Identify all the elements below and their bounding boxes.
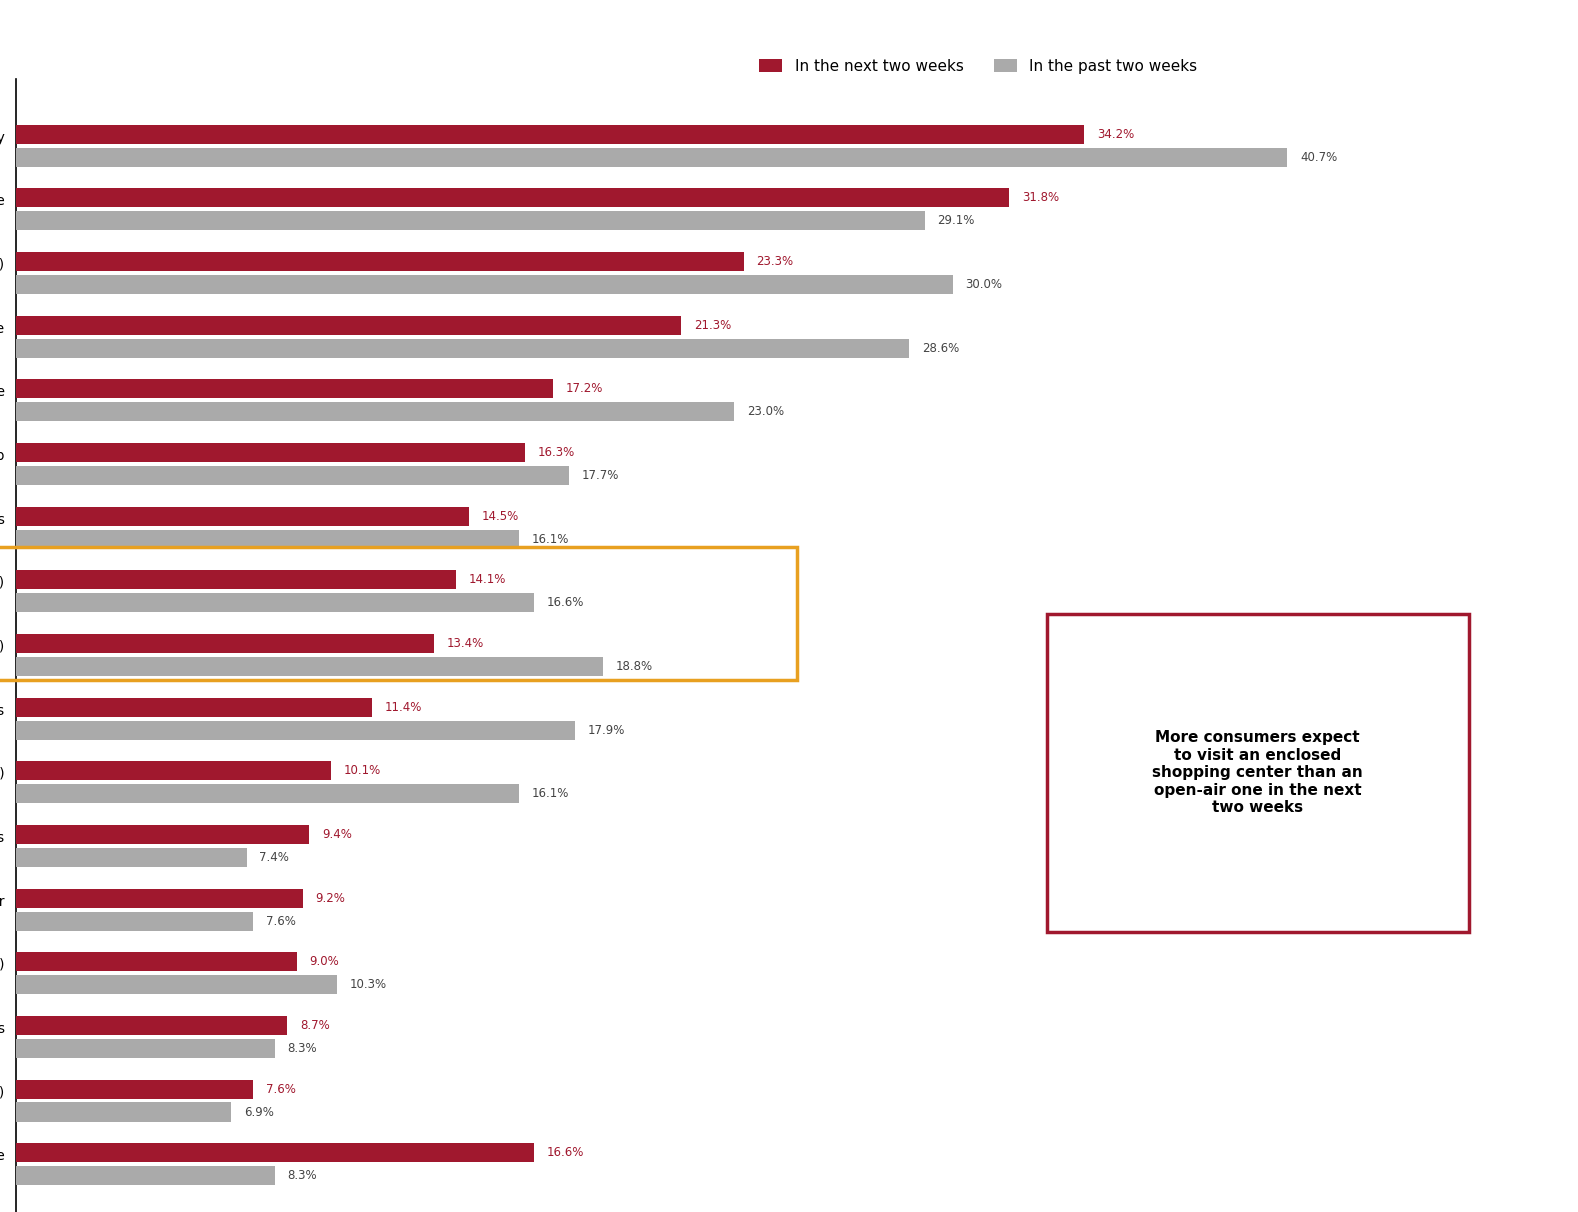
Text: 14.5%: 14.5% [481, 510, 519, 522]
Text: 18.8%: 18.8% [615, 659, 653, 673]
Text: 30.0%: 30.0% [966, 278, 1002, 291]
Text: 28.6%: 28.6% [922, 342, 959, 355]
Bar [16, 1039, 275, 1058]
Text: More consumers expect
to visit an enclosed
shopping center than an
open-air one : More consumers expect to visit an enclos… [1152, 731, 1363, 814]
Bar [16, 1103, 232, 1121]
Text: 34.2%: 34.2% [1097, 127, 1135, 141]
Text: 23.3%: 23.3% [756, 255, 794, 268]
Bar [16, 1143, 535, 1162]
Text: 40.7%: 40.7% [1300, 150, 1337, 164]
Bar [16, 275, 953, 295]
Text: 8.3%: 8.3% [287, 1170, 317, 1182]
Bar [16, 338, 909, 358]
Bar [16, 252, 743, 271]
Bar [16, 402, 734, 422]
Text: 9.4%: 9.4% [322, 828, 352, 841]
Bar [16, 1016, 287, 1035]
Bar [16, 125, 1084, 144]
Text: 29.1%: 29.1% [937, 215, 975, 228]
Legend: In the next two weeks, In the past two weeks: In the next two weeks, In the past two w… [753, 52, 1204, 80]
Text: 16.1%: 16.1% [532, 788, 568, 800]
Bar [16, 761, 331, 781]
Text: 10.3%: 10.3% [350, 978, 387, 991]
Bar [16, 530, 519, 549]
Bar [16, 657, 603, 676]
Bar [16, 888, 303, 908]
Text: 7.6%: 7.6% [265, 915, 295, 927]
Bar [16, 593, 535, 612]
Bar [16, 720, 574, 739]
Bar [16, 784, 519, 804]
Text: 13.4%: 13.4% [447, 638, 484, 650]
Text: 14.1%: 14.1% [469, 573, 507, 587]
Text: Figure 7. All Respondents: What They Have Done in the Past Two Weeks and Expect : Figure 7. All Respondents: What They Hav… [13, 22, 1000, 38]
Text: 9.0%: 9.0% [309, 955, 339, 968]
Text: 6.9%: 6.9% [243, 1105, 273, 1119]
Bar [16, 911, 252, 931]
Text: 8.7%: 8.7% [300, 1019, 330, 1031]
Text: 21.3%: 21.3% [694, 319, 731, 332]
Bar [16, 1166, 275, 1185]
Text: 31.8%: 31.8% [1023, 191, 1059, 205]
Text: 16.1%: 16.1% [532, 532, 568, 545]
Text: 17.2%: 17.2% [565, 382, 603, 395]
Bar [16, 211, 925, 230]
Bar [16, 698, 372, 716]
Bar [16, 379, 552, 399]
Text: 9.2%: 9.2% [316, 892, 346, 904]
Bar [16, 465, 568, 485]
Text: 10.1%: 10.1% [344, 765, 380, 777]
Bar [16, 848, 246, 867]
Text: 7.4%: 7.4% [259, 851, 289, 864]
Bar [16, 148, 1288, 166]
Bar [16, 1080, 252, 1098]
Bar [16, 571, 456, 589]
Bar [16, 315, 682, 335]
Text: 16.6%: 16.6% [548, 596, 584, 610]
Bar [16, 442, 525, 462]
Text: 16.3%: 16.3% [538, 446, 574, 459]
Bar [16, 634, 434, 653]
Bar [16, 825, 309, 844]
Text: 11.4%: 11.4% [385, 701, 421, 714]
Bar [16, 953, 297, 971]
FancyBboxPatch shape [1046, 613, 1469, 932]
Bar [16, 507, 469, 526]
Text: Respondents): Respondents) [13, 62, 128, 76]
Text: 17.9%: 17.9% [587, 724, 625, 737]
Bar [16, 976, 338, 994]
Text: 16.6%: 16.6% [548, 1147, 584, 1160]
Text: 23.0%: 23.0% [746, 405, 784, 418]
Bar [16, 188, 1010, 207]
Text: 7.6%: 7.6% [265, 1082, 295, 1096]
Text: 8.3%: 8.3% [287, 1042, 317, 1054]
Bar [0, 547, 797, 680]
Text: 17.7%: 17.7% [581, 469, 619, 482]
